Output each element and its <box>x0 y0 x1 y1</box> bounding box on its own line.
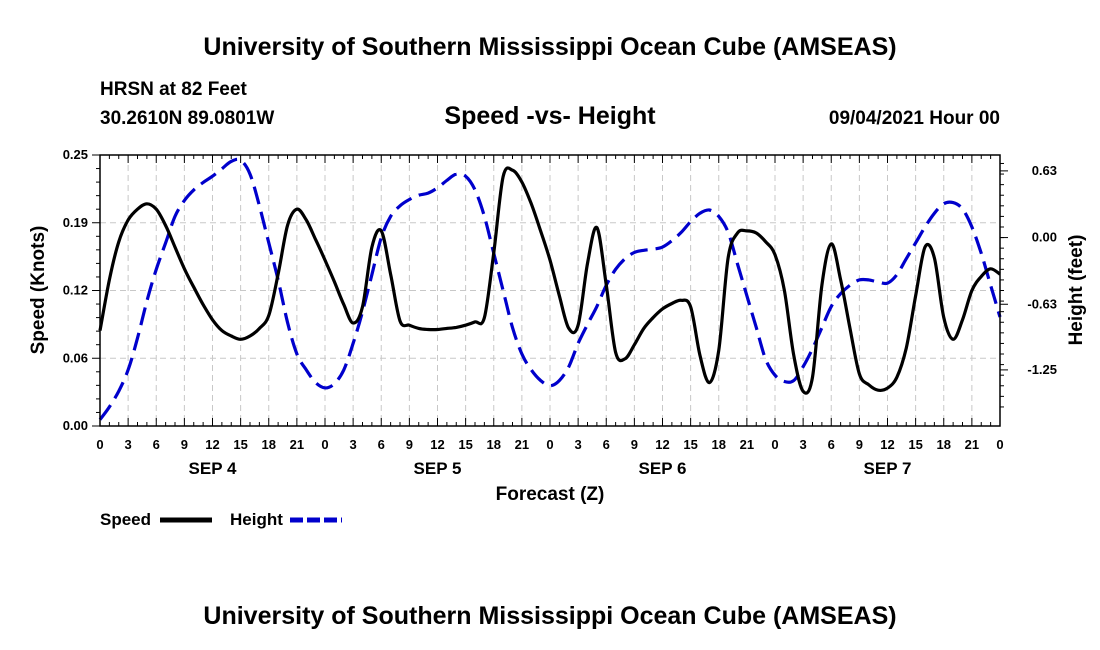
x-tick-label: 3 <box>350 437 357 452</box>
chart-title: Speed -vs- Height <box>444 102 656 130</box>
date-label: SEP 5 <box>414 459 462 478</box>
grid-lines <box>100 155 1000 426</box>
x-tick-label: 6 <box>828 437 835 452</box>
y-right-tick-label: 0.00 <box>1032 230 1057 245</box>
legend-height-label: Height <box>230 510 283 529</box>
footer-title: University of Southern Mississippi Ocean… <box>203 602 896 630</box>
x-tick-label: 12 <box>655 437 669 452</box>
station-label: HRSN at 82 Feet <box>100 79 247 100</box>
x-tick-label: 21 <box>515 437 529 452</box>
page-title: University of Southern Mississippi Ocean… <box>203 33 896 61</box>
x-tick-label: 3 <box>800 437 807 452</box>
date-label: SEP 7 <box>864 459 912 478</box>
y-right-tick-label: 0.63 <box>1032 163 1057 178</box>
height-series-line <box>98 157 1002 421</box>
x-tick-label: 9 <box>631 437 638 452</box>
x-axis-label: Forecast (Z) <box>496 484 605 505</box>
tick-labels: 0 3 6 9 12 15 18 21 0 3 6 9 12 15 18 21 0 3 6 9 12 15 18 21 0 3 6 9… <box>63 147 1057 478</box>
x-tick-label: 3 <box>125 437 132 452</box>
y-axis-left-label: Speed (Knots) <box>28 226 49 355</box>
legend: Speed Height <box>100 510 342 529</box>
x-tick-label: 12 <box>430 437 444 452</box>
x-tick-label: 9 <box>181 437 188 452</box>
x-tick-label: 21 <box>740 437 754 452</box>
series-lines <box>98 157 1002 421</box>
x-tick-label: 18 <box>487 437 501 452</box>
x-tick-label: 0 <box>771 437 778 452</box>
x-tick-label: 0 <box>996 437 1003 452</box>
x-tick-label: 9 <box>856 437 863 452</box>
x-tick-label: 15 <box>233 437 247 452</box>
y-left-tick-label: 0.25 <box>63 147 88 162</box>
x-tick-label: 6 <box>378 437 385 452</box>
x-tick-label: 12 <box>880 437 894 452</box>
y-left-tick-label: 0.12 <box>63 283 88 298</box>
y-axis-right-label: Height (feet) <box>1066 235 1087 346</box>
x-tick-label: 6 <box>153 437 160 452</box>
y-right-tick-label: -0.63 <box>1027 296 1057 311</box>
speed-series-line <box>98 166 1001 395</box>
y-left-tick-label: 0.19 <box>63 215 88 230</box>
x-tick-label: 15 <box>908 437 922 452</box>
run-time-label: 09/04/2021 Hour 00 <box>829 108 1000 129</box>
x-tick-label: 15 <box>683 437 697 452</box>
x-tick-label: 12 <box>205 437 219 452</box>
y-left-tick-label: 0.06 <box>63 350 88 365</box>
date-label: SEP 4 <box>189 459 237 478</box>
y-left-tick-label: 0.00 <box>63 418 88 433</box>
x-tick-label: 15 <box>458 437 472 452</box>
plot-frame <box>99 154 1001 427</box>
x-tick-label: 18 <box>262 437 276 452</box>
legend-speed-label: Speed <box>100 510 151 529</box>
x-tick-label: 0 <box>546 437 553 452</box>
x-tick-label: 21 <box>290 437 304 452</box>
x-tick-label: 0 <box>96 437 103 452</box>
x-tick-label: 18 <box>712 437 726 452</box>
x-tick-label: 9 <box>406 437 413 452</box>
x-tick-label: 0 <box>321 437 328 452</box>
x-tick-label: 18 <box>937 437 951 452</box>
x-tick-label: 6 <box>603 437 610 452</box>
x-tick-label: 3 <box>575 437 582 452</box>
y-right-tick-label: -1.25 <box>1027 362 1057 377</box>
x-tick-label: 21 <box>965 437 979 452</box>
coordinates-label: 30.2610N 89.0801W <box>100 108 274 129</box>
date-label: SEP 6 <box>639 459 687 478</box>
